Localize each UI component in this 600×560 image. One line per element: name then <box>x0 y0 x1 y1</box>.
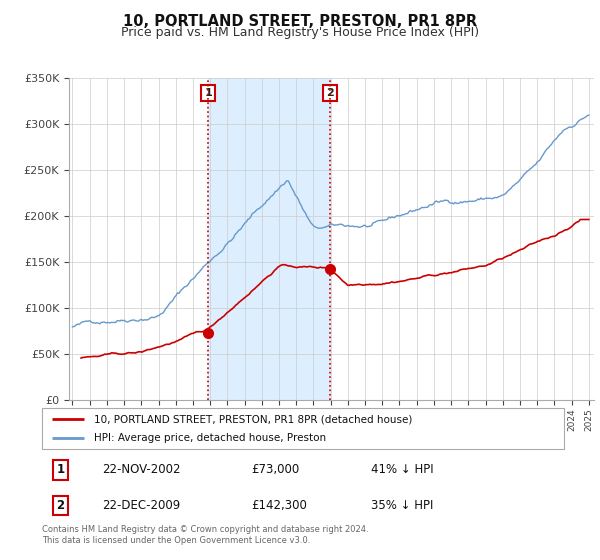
Text: 2: 2 <box>326 88 334 98</box>
Text: 1: 1 <box>56 464 64 477</box>
Text: Contains HM Land Registry data © Crown copyright and database right 2024.
This d: Contains HM Land Registry data © Crown c… <box>42 525 368 545</box>
Bar <box>208 78 330 400</box>
FancyBboxPatch shape <box>42 408 564 449</box>
Text: HPI: Average price, detached house, Preston: HPI: Average price, detached house, Pres… <box>94 433 326 443</box>
Text: £142,300: £142,300 <box>251 499 307 512</box>
Text: 2: 2 <box>56 499 64 512</box>
Text: 35% ↓ HPI: 35% ↓ HPI <box>371 499 433 512</box>
Text: Price paid vs. HM Land Registry's House Price Index (HPI): Price paid vs. HM Land Registry's House … <box>121 26 479 39</box>
Text: 22-NOV-2002: 22-NOV-2002 <box>102 464 181 477</box>
Text: £73,000: £73,000 <box>251 464 299 477</box>
Text: 41% ↓ HPI: 41% ↓ HPI <box>371 464 433 477</box>
Text: 1: 1 <box>205 88 212 98</box>
Text: 10, PORTLAND STREET, PRESTON, PR1 8PR: 10, PORTLAND STREET, PRESTON, PR1 8PR <box>123 14 477 29</box>
Text: 22-DEC-2009: 22-DEC-2009 <box>102 499 180 512</box>
Text: 10, PORTLAND STREET, PRESTON, PR1 8PR (detached house): 10, PORTLAND STREET, PRESTON, PR1 8PR (d… <box>94 414 413 424</box>
